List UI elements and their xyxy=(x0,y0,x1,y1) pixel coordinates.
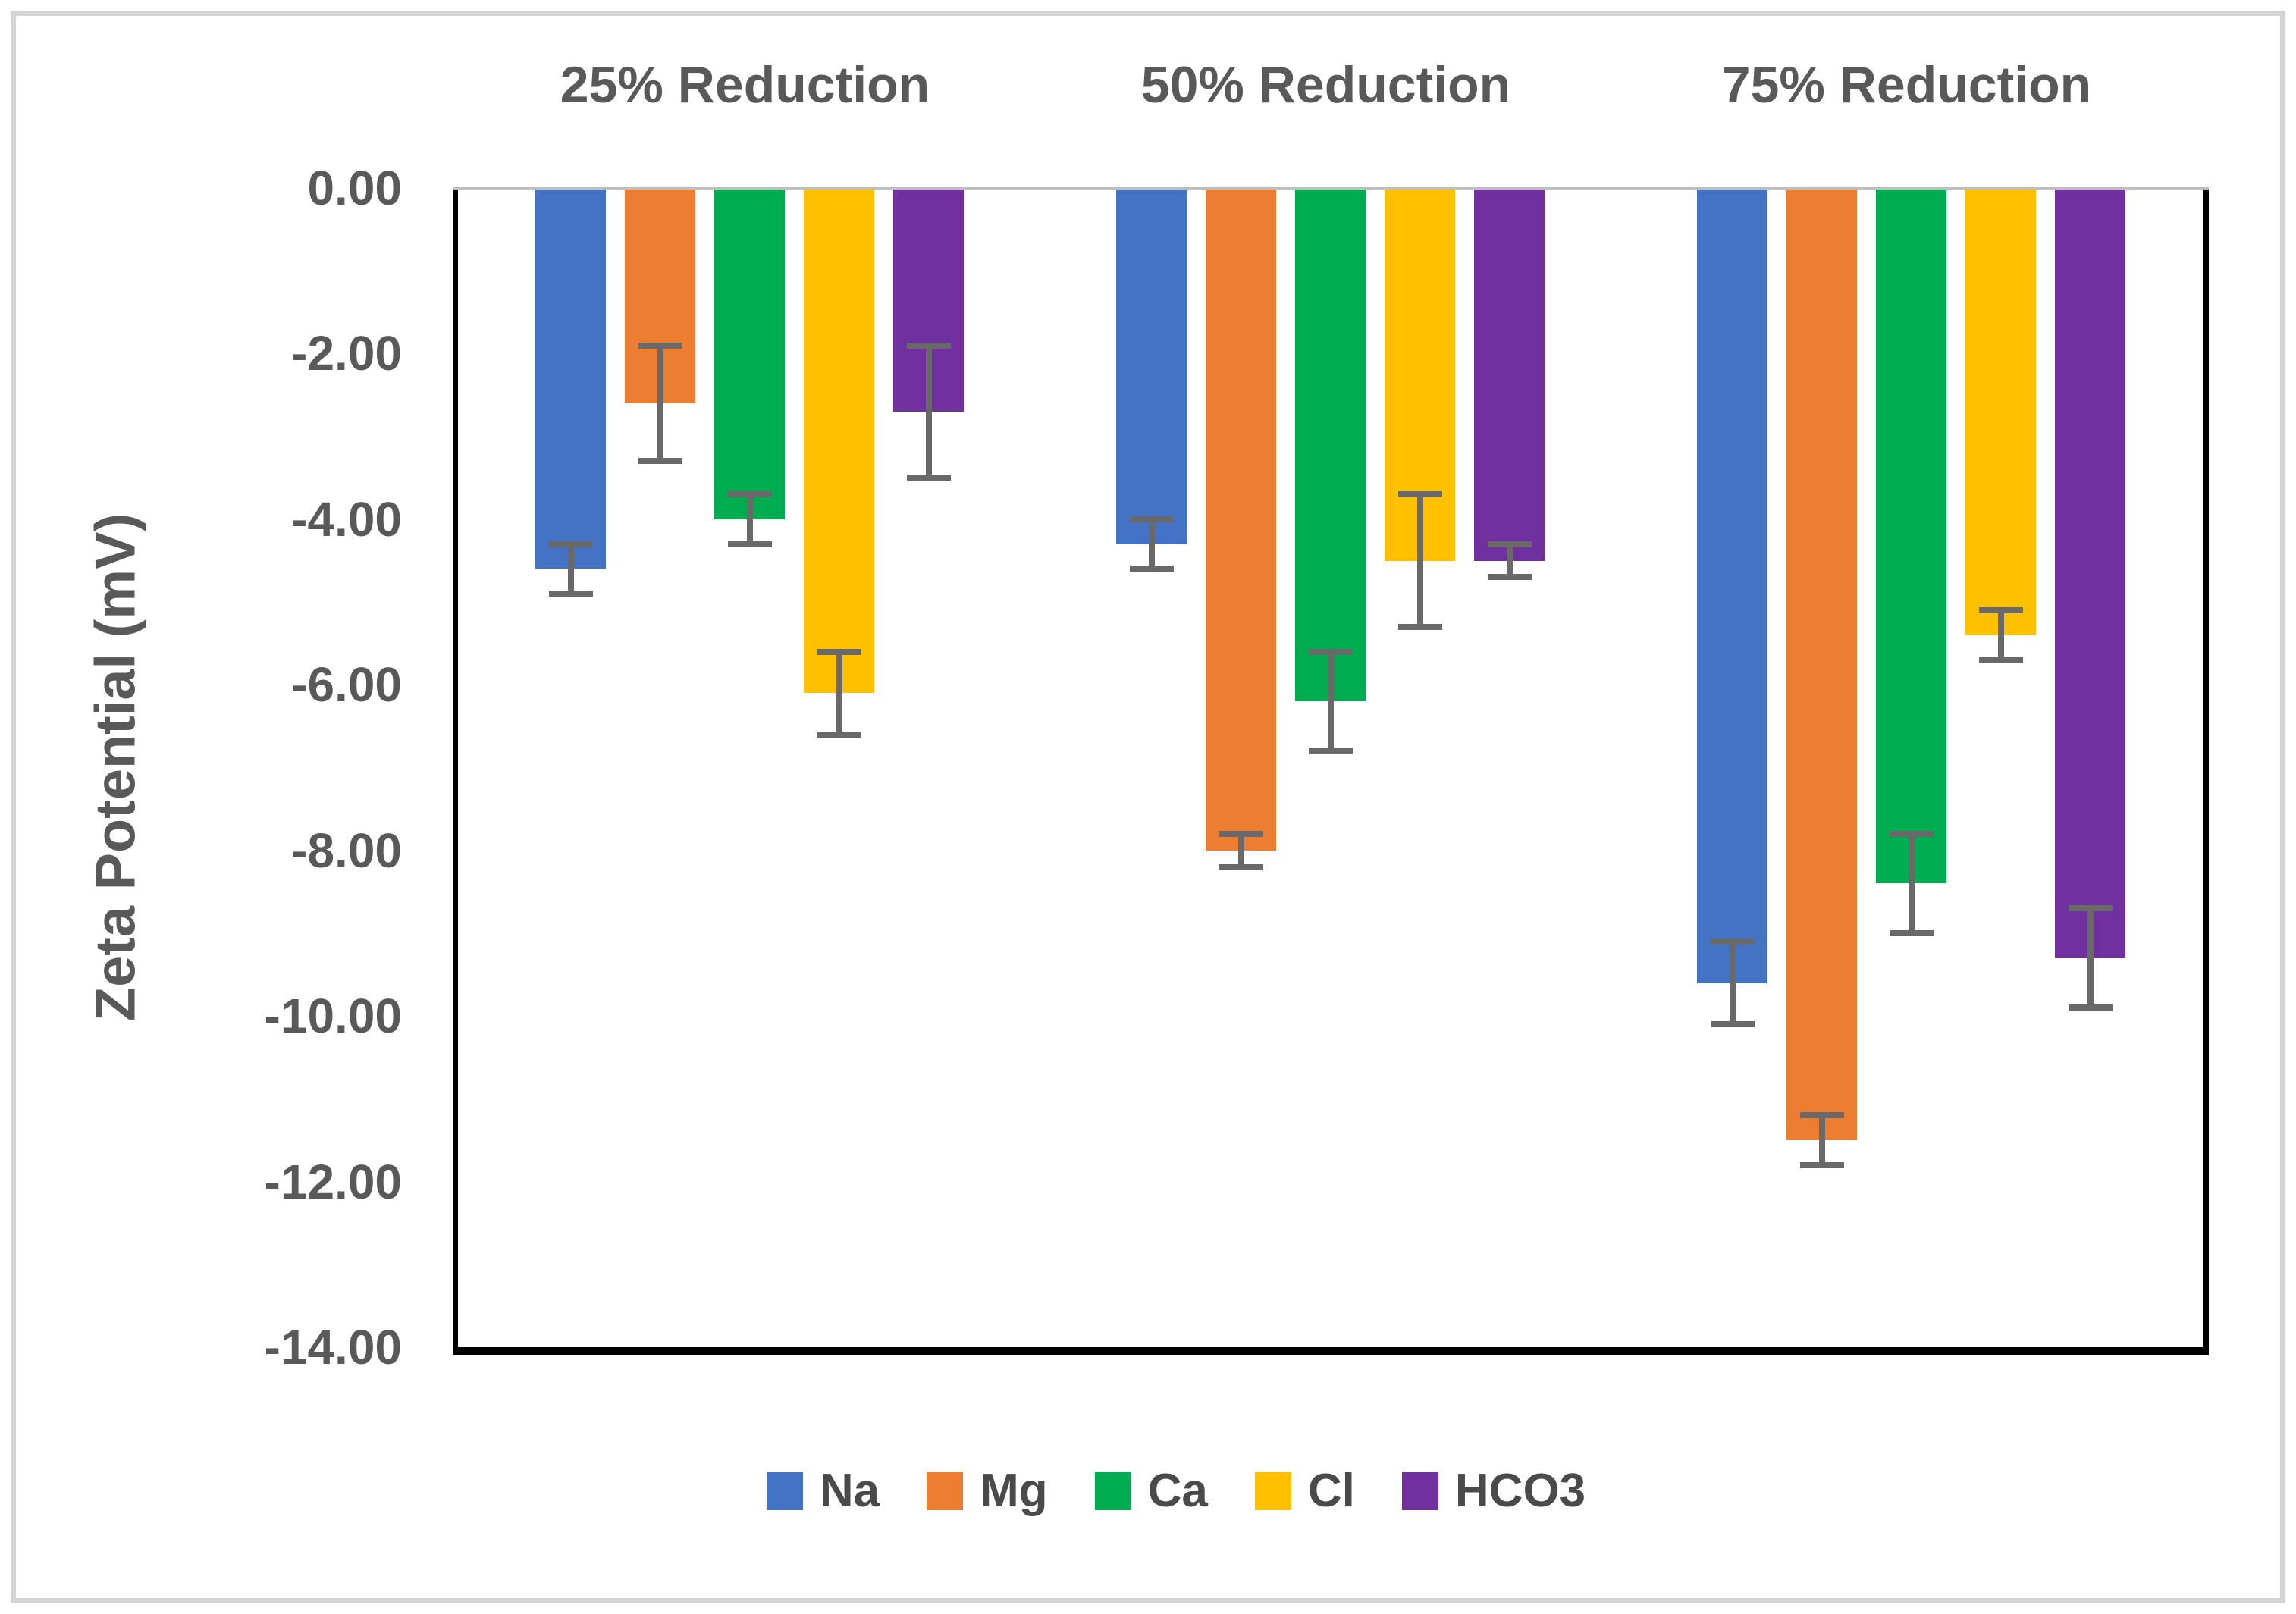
y-tick-label: -2.00 xyxy=(291,326,402,381)
bar-HCO3-75pct xyxy=(2055,188,2125,958)
error-cap-bottom-Cl-25pct xyxy=(817,731,861,738)
error-bar-Ca-75pct xyxy=(1908,833,1915,933)
plot-area xyxy=(453,187,2209,1355)
bar-Na-25pct xyxy=(535,188,606,569)
y-tick-label: -10.00 xyxy=(264,989,402,1044)
error-cap-top-Cl-50pct xyxy=(1397,491,1442,498)
legend-item-Ca: Ca xyxy=(1094,1465,1208,1518)
error-cap-bottom-Cl-50pct xyxy=(1397,623,1442,630)
error-bar-Na-50pct xyxy=(1148,519,1155,569)
y-tick-label: 0.00 xyxy=(307,161,402,215)
bar-HCO3-50pct xyxy=(1474,188,1545,561)
bar-Na-75pct xyxy=(1697,188,1767,983)
error-bar-Mg-75pct xyxy=(1818,1115,1825,1165)
legend-swatch-Mg xyxy=(927,1472,964,1510)
error-bar-Na-25pct xyxy=(567,544,574,594)
bar-Cl-25pct xyxy=(804,188,874,694)
error-cap-bottom-Ca-25pct xyxy=(727,541,772,547)
y-tick-label: -8.00 xyxy=(291,823,402,878)
error-bar-Cl-75pct xyxy=(1997,610,2004,660)
bar-Cl-75pct xyxy=(1965,188,2036,635)
y-tick-label: -4.00 xyxy=(291,491,402,547)
error-cap-top-Ca-75pct xyxy=(1889,830,1934,837)
legend-label-Mg: Mg xyxy=(980,1465,1048,1517)
error-bar-Na-75pct xyxy=(1729,941,1736,1024)
error-cap-bottom-Ca-75pct xyxy=(1889,929,1934,936)
error-cap-top-Ca-25pct xyxy=(727,491,772,498)
legend-item-Na: Na xyxy=(766,1465,880,1518)
error-cap-top-Na-50pct xyxy=(1129,516,1174,522)
error-cap-bottom-Cl-75pct xyxy=(1978,657,2023,663)
error-cap-top-Mg-50pct xyxy=(1219,830,1263,837)
error-cap-bottom-HCO3-50pct xyxy=(1487,574,1532,581)
error-bar-Cl-25pct xyxy=(836,651,842,735)
category-label: 50% Reduction xyxy=(1140,56,1511,114)
error-cap-bottom-Ca-50pct xyxy=(1308,747,1353,754)
error-bar-Ca-25pct xyxy=(746,494,753,544)
legend-swatch-HCO3 xyxy=(1401,1472,1438,1510)
error-cap-top-Mg-75pct xyxy=(1799,1112,1844,1119)
error-cap-top-HCO3-50pct xyxy=(1487,541,1532,547)
legend-swatch-Na xyxy=(766,1472,803,1510)
error-cap-bottom-HCO3-25pct xyxy=(906,475,951,481)
legend-label-HCO3: HCO3 xyxy=(1454,1465,1586,1517)
error-cap-bottom-Mg-75pct xyxy=(1799,1161,1844,1168)
legend-swatch-Ca xyxy=(1094,1472,1131,1510)
error-cap-top-HCO3-75pct xyxy=(2068,905,2113,912)
y-tick-label: -6.00 xyxy=(291,657,402,713)
bar-Mg-75pct xyxy=(1786,188,1857,1140)
error-cap-bottom-Mg-50pct xyxy=(1219,863,1263,870)
bar-Na-50pct xyxy=(1116,188,1187,544)
error-bar-Mg-50pct xyxy=(1237,833,1244,867)
error-bar-HCO3-75pct xyxy=(2087,908,2094,1008)
zero-gridline xyxy=(453,187,2209,190)
error-bar-HCO3-50pct xyxy=(1506,544,1513,578)
legend: Na Mg Ca Cl HCO3 xyxy=(0,1457,2296,1525)
error-cap-top-Na-25pct xyxy=(548,541,593,547)
error-cap-top-Ca-50pct xyxy=(1308,648,1353,655)
category-label: 25% Reduction xyxy=(560,56,930,114)
legend-item-HCO3: HCO3 xyxy=(1401,1465,1586,1518)
bar-Ca-75pct xyxy=(1876,188,1946,884)
error-cap-bottom-Na-25pct xyxy=(548,591,593,597)
error-bar-Cl-50pct xyxy=(1416,494,1423,627)
legend-item-Cl: Cl xyxy=(1254,1465,1355,1518)
error-bar-Ca-50pct xyxy=(1327,651,1334,751)
error-cap-bottom-HCO3-75pct xyxy=(2068,1004,2113,1011)
error-cap-bottom-Na-50pct xyxy=(1129,566,1174,572)
error-cap-top-HCO3-25pct xyxy=(906,342,951,349)
error-cap-bottom-Na-75pct xyxy=(1710,1021,1755,1028)
legend-label-Na: Na xyxy=(819,1465,880,1517)
y-tick-label: -12.00 xyxy=(264,1154,402,1209)
error-bar-HCO3-25pct xyxy=(925,345,932,478)
error-cap-top-Mg-25pct xyxy=(638,342,682,349)
error-cap-top-Cl-75pct xyxy=(1978,607,2023,613)
error-cap-top-Na-75pct xyxy=(1710,938,1755,945)
legend-label-Ca: Ca xyxy=(1147,1465,1208,1517)
category-label: 75% Reduction xyxy=(1721,56,2092,114)
error-bar-Mg-25pct xyxy=(657,345,663,462)
error-cap-top-Cl-25pct xyxy=(817,648,861,655)
legend-item-Mg: Mg xyxy=(927,1465,1048,1518)
error-cap-bottom-Mg-25pct xyxy=(638,458,682,465)
bar-Mg-50pct xyxy=(1206,188,1276,851)
bar-Ca-50pct xyxy=(1295,188,1366,702)
bar-Ca-25pct xyxy=(714,188,785,519)
y-tick-label: -14.00 xyxy=(264,1320,402,1374)
legend-label-Cl: Cl xyxy=(1307,1465,1355,1517)
legend-swatch-Cl xyxy=(1254,1472,1291,1510)
y-axis-title: Zeta Potential (mV) xyxy=(83,512,147,1022)
